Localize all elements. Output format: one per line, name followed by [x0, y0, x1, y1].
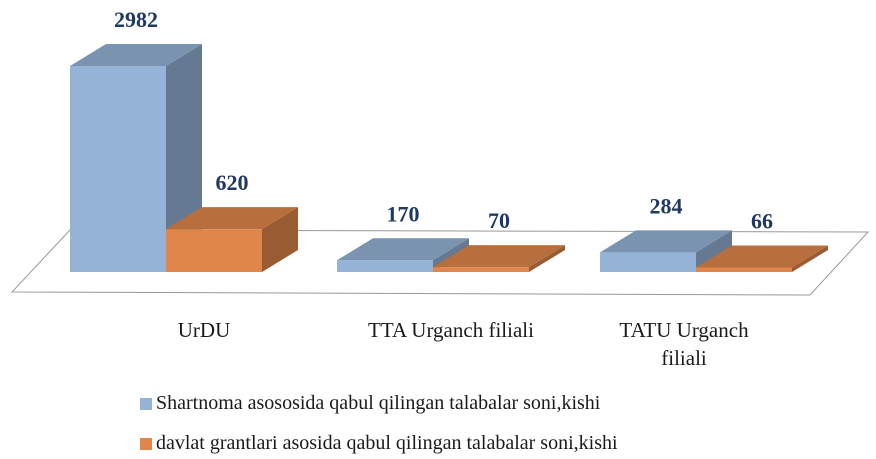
bar-side: [529, 245, 565, 272]
bar: [433, 267, 529, 272]
bar-side: [262, 207, 298, 272]
legend-swatch: [140, 437, 152, 450]
x-tick-label: TTA Urganch filiali: [368, 318, 534, 342]
legend-swatch: [140, 397, 152, 410]
bar-side: [792, 245, 828, 272]
bar: [337, 260, 433, 272]
value-label: 620: [216, 170, 249, 195]
value-label: 66: [751, 208, 773, 233]
bar: [70, 66, 166, 272]
bar: [696, 267, 792, 272]
x-tick-label: UrDU: [177, 318, 231, 342]
value-label: 2982: [114, 7, 158, 32]
legend-item: davlat grantlari asosida qabul qilingan …: [140, 432, 618, 455]
value-label: 170: [387, 201, 420, 226]
legend-label: Shartnoma asososida qabul qilingan talab…: [156, 392, 601, 414]
bar-top: [600, 230, 732, 253]
bar-top: [337, 238, 469, 261]
bar: [600, 252, 696, 272]
bar-side: [696, 230, 732, 272]
bar-top: [166, 207, 298, 230]
x-tick-label: TATU Urganch filiali: [619, 318, 749, 370]
value-label: 284: [650, 193, 683, 218]
legend-item: Shartnoma asososida qabul qilingan talab…: [140, 392, 600, 415]
bar-top: [70, 44, 202, 66]
legend-label: davlat grantlari asosida qabul qilingan …: [156, 432, 618, 454]
bar-top: [433, 245, 565, 268]
value-label: 70: [488, 208, 510, 233]
bar: [166, 229, 262, 272]
bar-top: [696, 245, 828, 268]
